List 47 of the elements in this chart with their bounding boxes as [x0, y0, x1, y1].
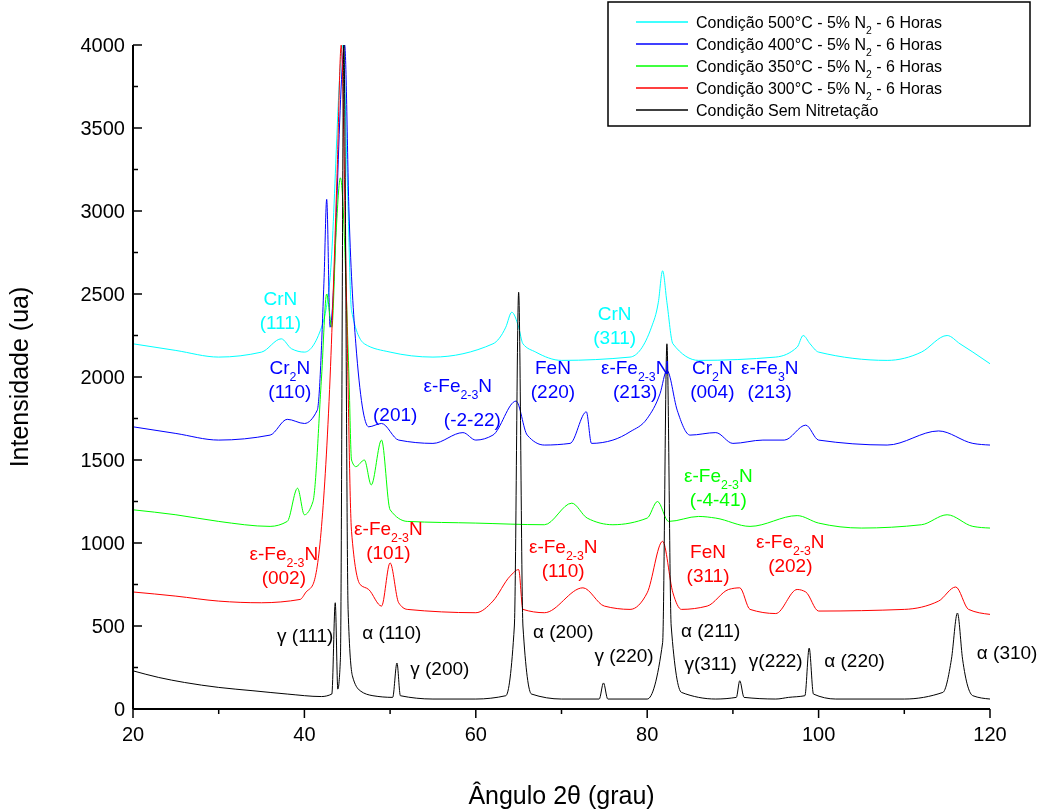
annotation: ε-Fe$_{2-3}$N (101) — [354, 518, 423, 564]
x-tick-label: 100 — [801, 723, 836, 745]
annotation: α (220) — [824, 650, 885, 672]
annotation: CrN (111) — [259, 287, 302, 333]
annotation: γ(311) — [684, 653, 737, 675]
y-tick-label: 0 — [113, 698, 125, 720]
annotation: ε-Fe$_{2-3}$N (002) — [249, 543, 319, 589]
y-axis-title: Intensidade (ua) — [5, 286, 33, 468]
annotation: γ (220) — [594, 645, 654, 667]
y-tick-label: 1000 — [80, 532, 125, 554]
annotation: ε-Fe$_{2-3}$N — [423, 375, 493, 403]
y-tick-label: 2500 — [80, 283, 125, 305]
annotation: Cr$_{2}$N (110) — [268, 356, 312, 402]
annotation: γ (200) — [410, 658, 470, 679]
y-tick-label: 1500 — [80, 449, 125, 471]
y-tick-label: 4000 — [80, 34, 125, 56]
y-tick-label: 3000 — [80, 200, 125, 222]
annotation: CrN (311) — [593, 303, 637, 349]
annotation: α (110) — [362, 621, 422, 643]
annotation: FeN (220) — [530, 356, 576, 402]
annotation: γ (111) — [277, 624, 334, 646]
annotation: FeN (311) — [686, 540, 730, 586]
x-tick-label: 40 — [293, 723, 316, 745]
annotation: Cr$_{2}$N (004) — [690, 356, 735, 402]
annotation: α (310) — [976, 642, 1038, 664]
annotation: ε-Fe$_{2-3}$N (110) — [528, 535, 598, 581]
y-tick-label: 3500 — [80, 117, 125, 139]
annotation: ε-Fe$_{3}$N (213) — [740, 356, 799, 402]
legend-label: Condição 500°C - 5% N$_{2}$ - 6 Horas — [696, 14, 943, 36]
annotation: (201) — [373, 403, 418, 425]
annotation: α (200) — [532, 620, 594, 642]
legend-label: Condição 350°C - 5% N$_{2}$ - 6 Horas — [696, 58, 943, 80]
annotation: ε-Fe$_{2-3}$N (202) — [756, 530, 825, 576]
x-axis-title: Ângulo 2θ (grau) — [468, 781, 655, 809]
x-tick-label: 80 — [636, 723, 659, 745]
x-tick-label: 60 — [464, 723, 487, 745]
legend-label: Condição Sem Nitretação — [696, 102, 879, 119]
annotation: γ(222) — [748, 650, 803, 672]
annotation: α (211) — [681, 619, 741, 641]
y-tick-label: 2000 — [80, 366, 125, 388]
legend-label: Condição 400°C - 5% N$_{2}$ - 6 Horas — [696, 36, 943, 58]
annotation: ε-Fe$_{2-3}$N (-4-41) — [684, 465, 753, 511]
x-tick-label: 20 — [121, 723, 145, 745]
legend-label: Condição 300°C - 5% N$_{2}$ - 6 Horas — [696, 80, 943, 102]
annotation: (-2-22) — [443, 409, 501, 431]
x-tick-label: 120 — [973, 723, 1007, 745]
y-tick-label: 500 — [91, 615, 125, 637]
